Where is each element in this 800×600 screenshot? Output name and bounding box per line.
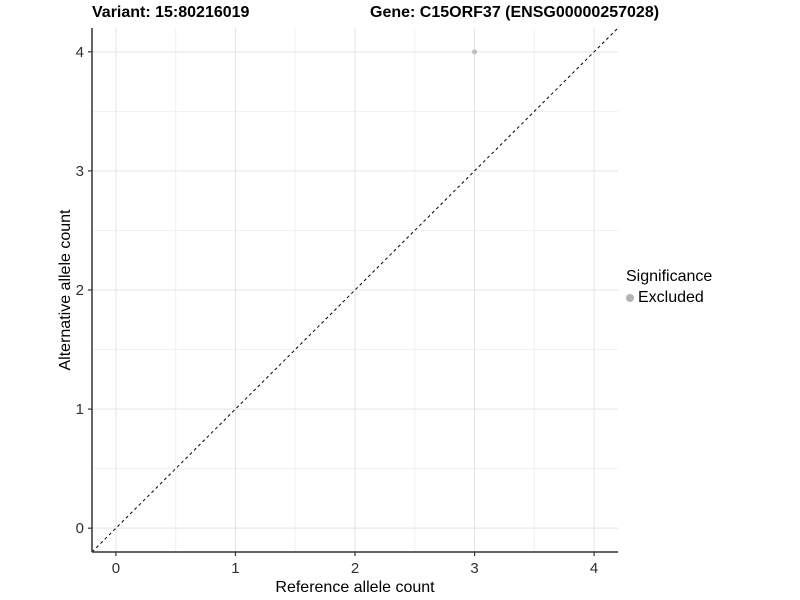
legend: Significance Excluded (626, 268, 712, 307)
identity-reference-line (91, 27, 619, 553)
y-tick-label: 2 (76, 282, 84, 299)
legend-item-label: Excluded (638, 289, 704, 306)
data-point (472, 49, 478, 55)
y-tick-label: 1 (76, 401, 84, 418)
x-tick-label: 3 (470, 560, 478, 577)
x-tick-label: 4 (590, 560, 598, 577)
legend-key-dot-icon (626, 294, 634, 302)
y-tick-label: 4 (76, 44, 84, 61)
plot-title-gene: Gene: C15ORF37 (ENSG00000257028) (370, 4, 660, 21)
x-tick-label: 2 (351, 560, 359, 577)
plot-title-variant: Variant: 15:80216019 (92, 4, 250, 21)
x-axis-title: Reference allele count (275, 579, 435, 596)
y-tick-label: 0 (76, 520, 84, 537)
y-tick-label: 3 (76, 163, 84, 180)
x-tick-label: 1 (231, 560, 239, 577)
legend-item-excluded: Excluded (626, 289, 712, 307)
y-axis-title: Alternative allele count (57, 209, 74, 371)
legend-title: Significance (626, 268, 713, 285)
x-tick-label: 0 (112, 560, 120, 577)
